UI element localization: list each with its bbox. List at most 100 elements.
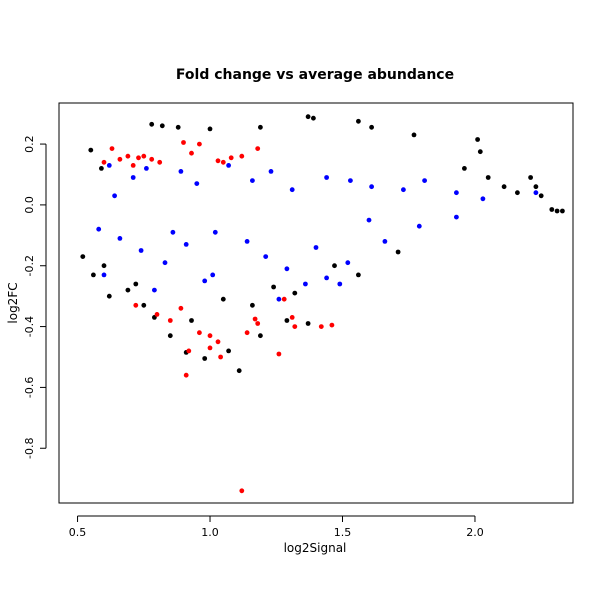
- data-point: [311, 115, 316, 121]
- data-point: [218, 354, 224, 360]
- data-point: [130, 175, 136, 180]
- data-point: [189, 318, 194, 323]
- data-point: [284, 318, 290, 323]
- data-point: [263, 254, 269, 259]
- data-point: [149, 121, 155, 127]
- series-1: [80, 114, 565, 374]
- data-point: [215, 158, 221, 164]
- data-point: [477, 149, 483, 155]
- data-point: [284, 266, 290, 272]
- data-point: [554, 208, 560, 214]
- data-point: [141, 302, 147, 308]
- data-point: [292, 290, 298, 296]
- data-point: [244, 330, 250, 336]
- data-point: [186, 348, 192, 354]
- data-point: [485, 175, 491, 180]
- x-tick-label: 1.0: [201, 526, 219, 539]
- points-layer: [80, 114, 565, 494]
- data-point: [416, 223, 422, 229]
- data-point: [144, 166, 149, 171]
- data-point: [528, 175, 533, 180]
- data-point: [538, 193, 544, 199]
- data-point: [141, 153, 147, 159]
- data-point: [152, 287, 157, 293]
- data-point: [313, 245, 319, 250]
- data-point: [175, 124, 181, 130]
- data-point: [189, 150, 194, 156]
- data-point: [244, 239, 250, 244]
- data-point: [560, 208, 565, 214]
- data-point: [207, 126, 213, 132]
- data-point: [239, 488, 245, 494]
- data-point: [154, 312, 160, 317]
- data-point: [318, 324, 324, 329]
- data-point: [382, 239, 388, 244]
- data-point: [117, 236, 123, 241]
- data-point: [401, 187, 406, 193]
- data-point: [96, 226, 102, 232]
- data-point: [220, 159, 226, 165]
- plot-frame: [58, 102, 574, 504]
- data-point: [207, 333, 213, 339]
- data-point: [178, 305, 184, 311]
- data-point: [117, 156, 123, 162]
- data-point: [255, 146, 261, 152]
- data-point: [99, 166, 104, 171]
- chart-title: Fold change vs average abundance: [176, 67, 454, 83]
- data-point: [157, 159, 163, 165]
- x-axis-label: log2Signal: [284, 541, 347, 555]
- y-tick-label: 0.0: [23, 196, 36, 214]
- data-point: [305, 114, 311, 120]
- data-point: [226, 163, 232, 168]
- data-point: [480, 196, 486, 202]
- data-point: [136, 155, 141, 161]
- data-point: [80, 254, 86, 259]
- data-point: [125, 287, 131, 293]
- data-point: [138, 248, 144, 253]
- data-point: [276, 296, 282, 302]
- data-point: [88, 147, 94, 153]
- data-point: [276, 351, 282, 357]
- data-point: [337, 281, 343, 287]
- data-point: [356, 118, 361, 124]
- data-point: [239, 153, 245, 159]
- data-point: [305, 321, 311, 326]
- data-point: [101, 263, 107, 269]
- data-point: [422, 178, 427, 184]
- data-point: [250, 302, 255, 308]
- series-3: [101, 140, 335, 494]
- data-point: [197, 141, 202, 147]
- data-point: [411, 132, 417, 138]
- data-point: [549, 207, 555, 212]
- data-point: [183, 242, 189, 247]
- data-point: [289, 187, 295, 193]
- data-point: [167, 318, 173, 323]
- x-axis: 0.5 1.0 1.5 2.0: [69, 515, 484, 539]
- data-point: [162, 260, 168, 266]
- data-point: [106, 163, 112, 168]
- data-point: [226, 348, 232, 354]
- data-point: [106, 293, 112, 299]
- data-point: [332, 263, 337, 269]
- data-point: [212, 229, 218, 235]
- data-point: [369, 124, 374, 130]
- data-point: [178, 169, 184, 174]
- data-point: [533, 190, 539, 196]
- data-point: [356, 272, 361, 278]
- data-point: [149, 156, 155, 162]
- data-point: [329, 322, 335, 328]
- x-tick-label: 1.5: [334, 526, 352, 539]
- data-point: [454, 190, 459, 196]
- data-point: [181, 140, 186, 145]
- data-point: [197, 330, 202, 336]
- y-tick-label: -0.4: [23, 316, 36, 337]
- y-axis: -0.8 -0.6 -0.4 -0.2 0.0 0.2: [23, 135, 47, 459]
- data-point: [252, 316, 258, 322]
- data-point: [133, 281, 139, 287]
- data-point: [207, 345, 213, 351]
- data-point: [220, 296, 226, 302]
- data-point: [250, 178, 255, 184]
- data-point: [533, 184, 539, 190]
- data-point: [228, 155, 234, 161]
